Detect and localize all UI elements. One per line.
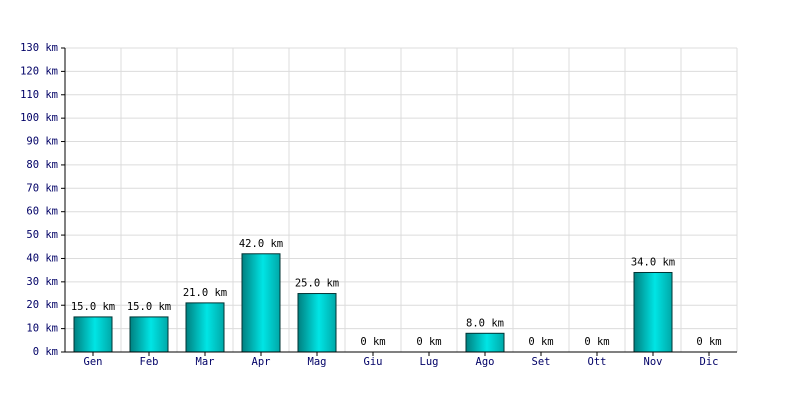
y-tick-label: 60 km (26, 206, 58, 218)
value-label: 15.0 km (71, 301, 115, 313)
value-label: 15.0 km (127, 301, 171, 313)
value-label: 34.0 km (631, 256, 675, 268)
x-tick-label: Ago (476, 356, 495, 368)
bar (73, 316, 113, 353)
x-tick-label: Nov (644, 356, 663, 368)
x-tick-label: Feb (140, 356, 159, 368)
value-label: 42.0 km (239, 238, 283, 250)
x-tick-label: Mar (196, 356, 215, 368)
value-label: 0 km (584, 336, 609, 348)
bar (185, 302, 225, 353)
value-label: 0 km (528, 336, 553, 348)
bar (297, 293, 337, 353)
bar (241, 253, 281, 353)
y-tick-label: 70 km (26, 182, 58, 194)
y-tick-label: 120 km (20, 65, 58, 77)
y-tick-label: 110 km (20, 89, 58, 101)
y-tick-label: 0 km (33, 346, 58, 358)
bar (129, 316, 169, 353)
value-label: 0 km (416, 336, 441, 348)
y-tick-label: 30 km (26, 276, 58, 288)
y-tick-label: 20 km (26, 299, 58, 311)
value-label: 25.0 km (295, 278, 339, 290)
y-tick-label: 90 km (26, 136, 58, 148)
y-tick-label: 10 km (26, 323, 58, 335)
bar (465, 332, 505, 353)
y-tick-label: 130 km (20, 42, 58, 54)
value-label: 21.0 km (183, 287, 227, 299)
y-tick-label: 100 km (20, 112, 58, 124)
value-label: 8.0 km (466, 317, 504, 329)
x-tick-label: Set (532, 356, 551, 368)
x-tick-label: Mag (308, 356, 327, 368)
x-tick-label: Giu (364, 356, 383, 368)
y-tick-label: 50 km (26, 229, 58, 241)
x-tick-label: Dic (700, 356, 719, 368)
x-tick-label: Ott (588, 356, 607, 368)
value-label: 0 km (360, 336, 385, 348)
value-label: 0 km (696, 336, 721, 348)
y-tick-label: 40 km (26, 252, 58, 264)
x-tick-label: Apr (252, 356, 271, 368)
bar (633, 271, 673, 353)
x-tick-label: Lug (420, 356, 439, 368)
x-tick-label: Gen (84, 356, 103, 368)
y-tick-label: 80 km (26, 159, 58, 171)
